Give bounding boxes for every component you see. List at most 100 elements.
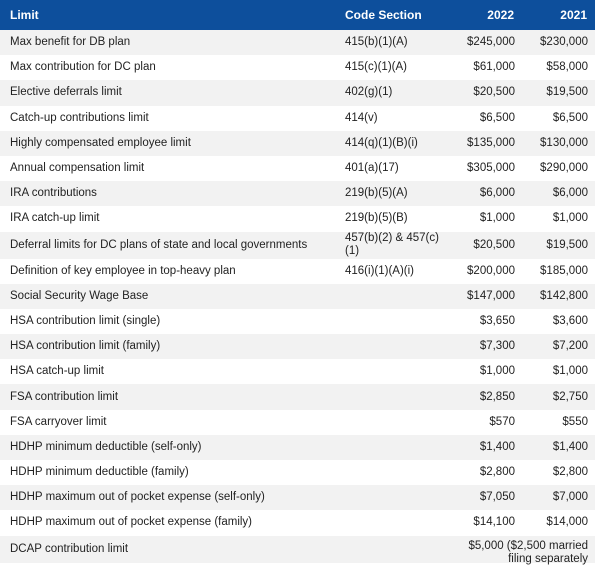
- cell-2022: $7,050: [479, 491, 515, 504]
- table-row: HDHP minimum deductible (family) $2,800 …: [0, 460, 595, 486]
- cell-2022: $305,000: [467, 162, 515, 175]
- cell-2021: $14,000: [546, 516, 588, 529]
- cell-2022-2021-merged: $5,000 ($2,500 married filing separately: [447, 536, 595, 566]
- table-row: FSA carryover limit $570 $550: [0, 409, 595, 435]
- cell-limit: IRA catch-up limit: [10, 212, 100, 225]
- cell-2021: $230,000: [540, 36, 588, 49]
- cell-limit: Max contribution for DC plan: [10, 61, 156, 74]
- cell-code: 415(b)(1)(A): [345, 36, 408, 49]
- cell-2021: $550: [562, 415, 588, 428]
- table-row: HSA contribution limit (family) $7,300 $…: [0, 334, 595, 360]
- cell-2021: $1,000: [552, 212, 588, 225]
- cell-limit: IRA contributions: [10, 187, 97, 200]
- table-row: HDHP maximum out of pocket expense (fami…: [0, 510, 595, 536]
- table-row: DCAP contribution limit $5,000 ($2,500 m…: [0, 535, 595, 566]
- cell-code: 457(b)(2) & 457(c)(1): [345, 232, 439, 257]
- cell-2022: $1,000: [479, 365, 515, 378]
- cell-limit: HSA contribution limit (family): [10, 340, 161, 353]
- table-row: HDHP minimum deductible (self-only) $1,4…: [0, 434, 595, 460]
- cell-limit: Catch-up contributions limit: [10, 111, 149, 124]
- cell-limit: Social Security Wage Base: [10, 289, 149, 302]
- cell-2021: $1,400: [552, 440, 588, 453]
- header-limit: Limit: [10, 8, 39, 22]
- cell-code: [335, 460, 447, 485]
- cell-code: 219(b)(5)(B): [345, 212, 408, 225]
- cell-2021: $58,000: [546, 61, 588, 74]
- cell-code: [335, 284, 447, 309]
- cell-code: 401(a)(17): [345, 162, 399, 175]
- cell-limit: HSA contribution limit (single): [10, 314, 161, 327]
- cell-code: 416(i)(1)(A)(i): [345, 264, 414, 277]
- cell-limit: FSA carryover limit: [10, 415, 107, 428]
- cell-2021: $7,000: [552, 491, 588, 504]
- cell-2022: $2,850: [479, 390, 515, 403]
- cell-code: 219(b)(5)(A): [345, 187, 408, 200]
- cell-limit: HDHP maximum out of pocket expense (fami…: [10, 516, 253, 529]
- table-row: Deferral limits for DC plans of state an…: [0, 231, 595, 259]
- cell-2022: $147,000: [467, 289, 515, 302]
- cell-limit: HDHP maximum out of pocket expense (self…: [10, 491, 265, 504]
- table-row: Highly compensated employee limit 414(q)…: [0, 130, 595, 156]
- cell-2021: $19,500: [546, 86, 588, 99]
- cell-2022: $7,300: [479, 340, 515, 353]
- cell-2021: $7,200: [552, 340, 588, 353]
- cell-2022: $1,000: [479, 212, 515, 225]
- cell-code: 414(v): [345, 111, 378, 124]
- table-row: HDHP maximum out of pocket expense (self…: [0, 485, 595, 511]
- cell-2022: $20,500: [473, 86, 515, 99]
- cell-code: [335, 309, 447, 334]
- table-row: Elective deferrals limit 402(g)(1) $20,5…: [0, 80, 595, 106]
- cell-2021: $19,500: [546, 238, 588, 251]
- cell-limit: DCAP contribution limit: [10, 542, 129, 555]
- table-row: IRA contributions 219(b)(5)(A) $6,000 $6…: [0, 181, 595, 207]
- dcap-limit-value: $5,000 ($2,500 married filing separately: [468, 540, 588, 566]
- cell-2022: $570: [489, 415, 515, 428]
- cell-2021: $185,000: [540, 264, 588, 277]
- cell-2022: $61,000: [473, 61, 515, 74]
- cell-2022: $6,500: [479, 111, 515, 124]
- table-row: IRA catch-up limit 219(b)(5)(B) $1,000 $…: [0, 206, 595, 232]
- cell-2021: $2,750: [552, 390, 588, 403]
- cell-2021: $1,000: [552, 365, 588, 378]
- cell-2022: $245,000: [467, 36, 515, 49]
- cell-limit: Elective deferrals limit: [10, 86, 122, 99]
- table-row: Max contribution for DC plan 415(c)(1)(A…: [0, 55, 595, 81]
- cell-code: [335, 536, 447, 563]
- cell-2022: $6,000: [479, 187, 515, 200]
- cell-2021: $130,000: [540, 136, 588, 149]
- cell-2022: $14,100: [473, 516, 515, 529]
- cell-code: 402(g)(1): [345, 86, 393, 99]
- table-row: FSA contribution limit $2,850 $2,750: [0, 384, 595, 410]
- cell-2021: $290,000: [540, 162, 588, 175]
- table-header-row: Limit Code Section 2022 2021: [0, 0, 595, 30]
- cell-2021: $3,600: [552, 314, 588, 327]
- cell-2021: $142,800: [540, 289, 588, 302]
- cell-limit: HDHP minimum deductible (family): [10, 466, 189, 479]
- cell-2022: $20,500: [473, 238, 515, 251]
- table-row: Max benefit for DB plan 415(b)(1)(A) $24…: [0, 30, 595, 56]
- cell-code: [335, 359, 447, 384]
- cell-code: [335, 485, 447, 510]
- table-row: Catch-up contributions limit 414(v) $6,5…: [0, 105, 595, 131]
- cell-limit: HSA catch-up limit: [10, 365, 104, 378]
- cell-2022: $2,800: [479, 466, 515, 479]
- cell-code: 415(c)(1)(A): [345, 61, 407, 74]
- cell-code: 414(q)(1)(B)(i): [345, 136, 418, 149]
- cell-limit: Definition of key employee in top-heavy …: [10, 264, 236, 277]
- cell-2022: $200,000: [467, 264, 515, 277]
- cell-limit: Annual compensation limit: [10, 162, 145, 175]
- table-row: Social Security Wage Base $147,000 $142,…: [0, 283, 595, 309]
- cell-2021: $2,800: [552, 466, 588, 479]
- cell-limit: Deferral limits for DC plans of state an…: [10, 238, 308, 251]
- table-row: Annual compensation limit 401(a)(17) $30…: [0, 155, 595, 182]
- cell-code: [335, 410, 447, 435]
- cell-code: [335, 510, 447, 535]
- header-code-section: Code Section: [345, 8, 422, 22]
- cell-2021: $6,000: [552, 187, 588, 200]
- cell-code: [335, 384, 447, 409]
- table-row: Definition of key employee in top-heavy …: [0, 258, 595, 284]
- header-2022: 2022: [487, 8, 514, 22]
- cell-2022: $135,000: [467, 136, 515, 149]
- cell-2022: $1,400: [479, 440, 515, 453]
